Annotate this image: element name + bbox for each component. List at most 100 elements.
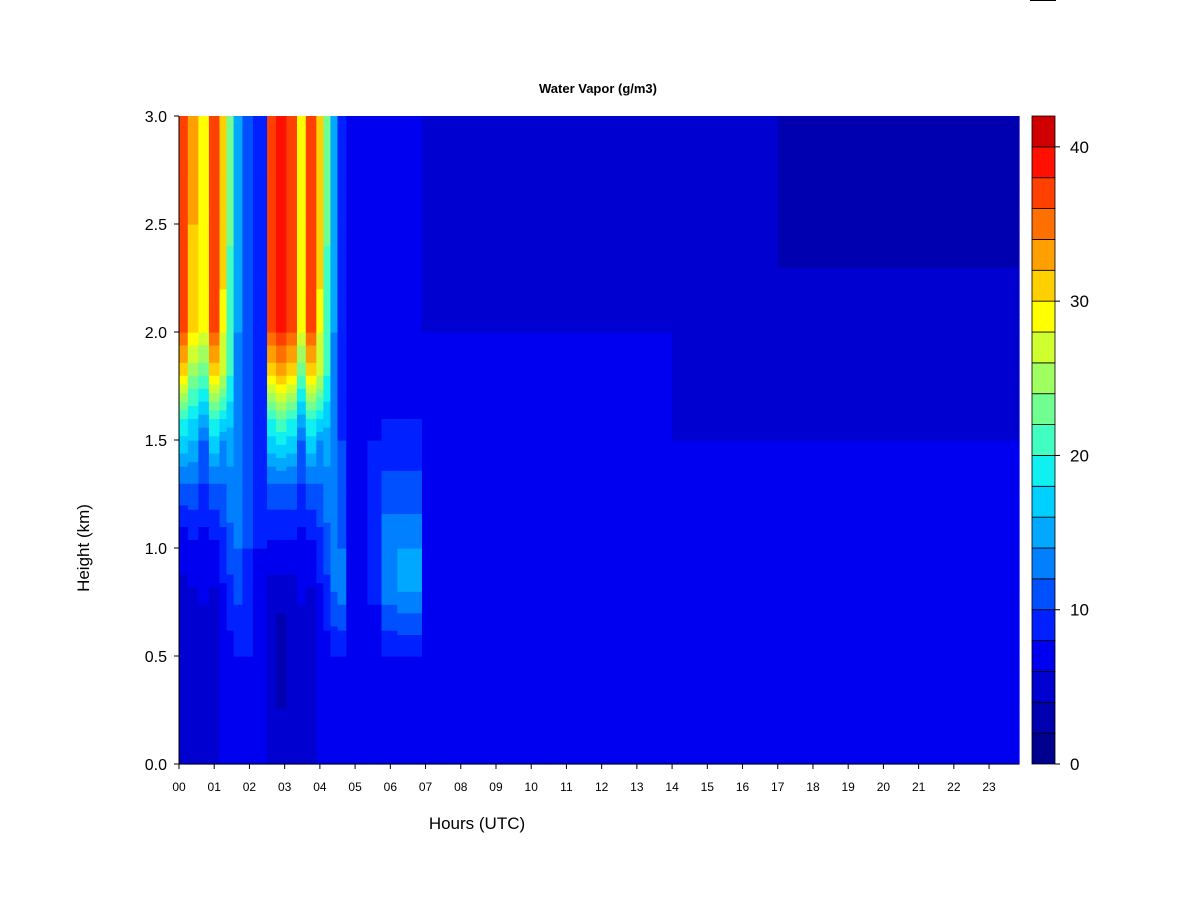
heatmap-cell <box>443 608 497 614</box>
heatmap-cell <box>242 565 254 571</box>
heatmap-cell <box>548 604 603 610</box>
heatmap-cell <box>397 746 423 752</box>
heatmap-cell <box>367 241 383 247</box>
heatmap-cell <box>323 509 332 515</box>
heatmap-cell <box>495 280 550 286</box>
heatmap-cell <box>219 375 228 381</box>
colorbar-tick-label: 0 <box>1070 755 1079 774</box>
heatmap-cell <box>233 746 243 752</box>
heatmap-cell <box>422 297 444 303</box>
heatmap-cell <box>672 388 779 394</box>
heatmap-cell <box>883 427 1020 432</box>
heatmap-column <box>777 116 884 765</box>
heatmap-cell <box>422 163 444 169</box>
heatmap-cell <box>672 556 779 562</box>
heatmap-cell <box>883 172 1020 178</box>
heatmap-cell <box>286 128 298 134</box>
heatmap-cell <box>601 608 673 614</box>
heatmap-cell <box>267 379 277 385</box>
heatmap-cell <box>305 617 317 623</box>
heatmap-cell <box>367 211 383 216</box>
heatmap-cell <box>495 548 550 553</box>
heatmap-cell <box>286 681 298 687</box>
heatmap-cell <box>208 189 221 195</box>
heatmap-cell <box>777 116 884 121</box>
heatmap-cell <box>548 530 603 536</box>
heatmap-cell <box>233 267 243 273</box>
heatmap-cell <box>397 569 423 575</box>
heatmap-cell <box>346 681 369 687</box>
heatmap-cell <box>179 349 189 355</box>
heatmap-cell <box>330 578 339 584</box>
heatmap-cell <box>305 284 317 290</box>
heatmap-cell <box>267 599 277 605</box>
heatmap-cell <box>179 759 189 765</box>
heatmap-cell <box>242 599 254 605</box>
heatmap-cell <box>443 504 497 510</box>
heatmap-cell <box>296 241 307 247</box>
heatmap-cell <box>601 383 673 389</box>
heatmap-cell <box>495 729 550 735</box>
heatmap-cell <box>323 349 332 355</box>
heatmap-cell <box>267 742 277 748</box>
heatmap-cell <box>286 444 298 450</box>
heatmap-cell <box>367 219 383 225</box>
heatmap-cell <box>179 504 189 510</box>
heatmap-cell <box>337 470 347 476</box>
heatmap-cell <box>233 509 243 515</box>
heatmap-cell <box>381 193 398 199</box>
heatmap-cell <box>777 712 884 718</box>
heatmap-cell <box>381 280 398 286</box>
heatmap-cell <box>548 344 603 350</box>
heatmap-cell <box>275 452 288 458</box>
heatmap-cell <box>495 457 550 463</box>
heatmap-cell <box>267 232 277 238</box>
heatmap-cell <box>397 483 423 489</box>
heatmap-cell <box>233 336 243 342</box>
heatmap-cell <box>233 271 243 277</box>
heatmap-cell <box>305 133 317 139</box>
heatmap-cell <box>275 431 288 437</box>
heatmap-cell <box>443 150 497 156</box>
heatmap-cell <box>198 638 210 644</box>
heatmap-cell <box>275 539 288 545</box>
heatmap-cell <box>267 725 277 731</box>
heatmap-cell <box>242 465 254 471</box>
heatmap-cell <box>242 310 254 316</box>
heatmap-cell <box>187 198 199 203</box>
heatmap-cell <box>305 487 317 493</box>
heatmap-cell <box>226 513 235 519</box>
heatmap-cell <box>198 556 210 562</box>
heatmap-cell <box>179 625 189 631</box>
heatmap-cell <box>316 202 324 208</box>
heatmap-cell <box>275 362 288 368</box>
heatmap-cell <box>233 275 243 281</box>
heatmap-cell <box>226 630 235 635</box>
heatmap-cell <box>548 336 603 342</box>
heatmap-cell <box>397 293 423 299</box>
heatmap-cell <box>233 625 243 631</box>
heatmap-cell <box>208 560 221 566</box>
heatmap-cell <box>495 461 550 467</box>
heatmap-cell <box>367 150 383 156</box>
heatmap-cell <box>233 733 243 739</box>
heatmap-cell <box>443 327 497 333</box>
heatmap-cell <box>422 405 444 411</box>
heatmap-cell <box>219 224 228 229</box>
heatmap-cell <box>381 176 398 182</box>
heatmap-cell <box>381 306 398 311</box>
heatmap-cell <box>777 383 884 389</box>
heatmap-cell <box>777 677 884 683</box>
heatmap-cell <box>422 604 444 610</box>
heatmap-cell <box>275 556 288 562</box>
heatmap-cell <box>198 388 210 394</box>
heatmap-cell <box>323 703 332 709</box>
heatmap-cell <box>367 647 383 653</box>
heatmap-cell <box>187 751 199 756</box>
heatmap-cell <box>337 651 347 657</box>
heatmap-cell <box>208 392 221 398</box>
heatmap-cell <box>443 224 497 229</box>
heatmap-cell <box>305 409 317 415</box>
heatmap-cell <box>275 470 288 476</box>
heatmap-cell <box>226 224 235 229</box>
